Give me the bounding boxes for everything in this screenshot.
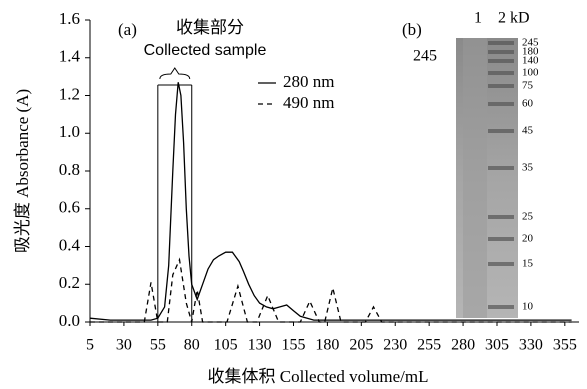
marker-label: 45: [522, 125, 534, 137]
gel-band: [488, 129, 514, 133]
legend-label: 280 nm: [283, 72, 334, 91]
marker-label: 100: [522, 67, 539, 79]
gel-band: [488, 102, 514, 106]
y-tick-label: 0.4: [59, 235, 81, 254]
x-tick-label: 255: [417, 337, 441, 354]
x-tick-label: 30: [116, 337, 132, 354]
x-tick-label: 305: [485, 337, 509, 354]
y-tick-label: 0.8: [59, 160, 80, 179]
y-tick-label: 0.0: [59, 311, 80, 330]
panel-label: (b): [402, 20, 422, 39]
page: (a) 收集部分 Collected sample 吸光度 Absorbance…: [0, 0, 587, 389]
x-tick-label: 355: [553, 337, 577, 354]
gel-band: [488, 215, 514, 219]
y-tick-label: 1.0: [59, 122, 80, 141]
gel-band: [488, 59, 514, 63]
gel-band: [488, 41, 514, 45]
x-axis-label: 收集体积 Collected volume/mL: [208, 367, 429, 386]
gel-band: [488, 262, 514, 266]
lane-label: 2 kD: [498, 10, 530, 27]
gel-band: [488, 237, 514, 241]
marker-label: 20: [522, 233, 534, 245]
marker-label: 10: [522, 301, 534, 313]
x-tick-label: 155: [281, 337, 305, 354]
marker-label: 35: [522, 162, 534, 174]
marker-label: 15: [522, 258, 534, 270]
gel-lane: [463, 38, 487, 318]
x-tick-label: 230: [383, 337, 407, 354]
x-tick-label: 55: [150, 337, 166, 354]
x-tick-label: 330: [519, 337, 543, 354]
gel-band: [488, 305, 514, 309]
x-tick-label: 5: [86, 337, 94, 354]
y-tick-label: 1.2: [59, 84, 80, 103]
annotation: 收集部分: [176, 18, 244, 38]
y-tick-label: 1.6: [59, 9, 80, 28]
x-tick-label: 205: [349, 337, 373, 354]
gel-band: [488, 71, 514, 75]
x-tick-label: 180: [315, 337, 339, 354]
brace: [160, 68, 190, 79]
lane-label: 1: [474, 10, 482, 27]
marker-label: 60: [522, 98, 534, 110]
marker-label: 140: [522, 55, 539, 67]
annotation: Collected sample: [144, 42, 267, 59]
gel-band: [488, 84, 514, 88]
legend-label: 490 nm: [283, 93, 334, 112]
marker-label: 25: [522, 211, 534, 223]
y-tick-label: 1.4: [59, 47, 81, 66]
panel-label: (a): [118, 20, 137, 39]
gel-band: [488, 166, 514, 170]
x-tick-label: 80: [184, 337, 200, 354]
gel-label: 245: [413, 48, 437, 65]
y-tick-label: 0.6: [59, 198, 80, 217]
x-tick-label: 105: [214, 337, 238, 354]
chart: (a) 收集部分 Collected sample 吸光度 Absorbance…: [0, 0, 587, 389]
x-tick-label: 280: [451, 337, 475, 354]
gel-band: [488, 50, 514, 54]
y-axis-label: 吸光度 Absorbance (A): [13, 89, 32, 253]
y-tick-label: 0.2: [59, 273, 80, 292]
x-tick-label: 130: [248, 337, 272, 354]
marker-label: 75: [522, 80, 534, 92]
